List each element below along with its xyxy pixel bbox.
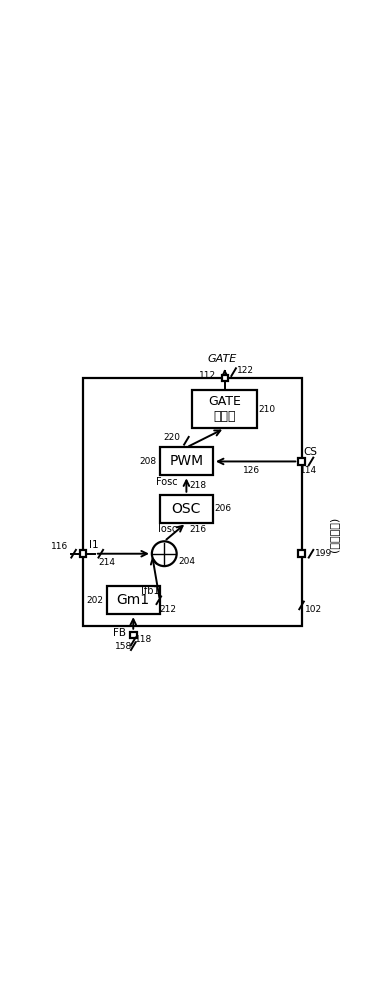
Bar <box>221 375 228 381</box>
Bar <box>160 447 213 475</box>
Text: 122: 122 <box>237 366 254 375</box>
Text: PWM: PWM <box>169 454 203 468</box>
Text: 204: 204 <box>178 557 195 566</box>
Text: Gm1: Gm1 <box>117 593 150 607</box>
Text: GATE: GATE <box>207 354 237 364</box>
Bar <box>130 632 136 638</box>
Text: 118: 118 <box>135 635 152 644</box>
Text: 158: 158 <box>115 642 132 651</box>
Text: 220: 220 <box>163 433 181 442</box>
Bar <box>298 458 305 465</box>
Text: Ifb1: Ifb1 <box>141 586 159 596</box>
Text: 114: 114 <box>300 466 317 475</box>
Text: FB: FB <box>113 628 126 638</box>
Text: 212: 212 <box>159 605 176 614</box>
Bar <box>298 550 305 557</box>
Text: 216: 216 <box>189 525 207 534</box>
Circle shape <box>152 541 177 566</box>
Text: 102: 102 <box>304 605 322 614</box>
Text: I1: I1 <box>88 540 98 550</box>
Text: CS: CS <box>303 447 317 457</box>
Text: 116: 116 <box>51 542 68 551</box>
Text: 126: 126 <box>243 466 260 475</box>
Text: 208: 208 <box>140 457 157 466</box>
Bar <box>80 550 86 557</box>
Text: 218: 218 <box>189 481 207 490</box>
Text: Iosc: Iosc <box>158 524 178 534</box>
Text: 206: 206 <box>215 504 232 513</box>
Text: OSC: OSC <box>172 502 201 516</box>
Bar <box>160 495 213 523</box>
Text: 112: 112 <box>199 371 216 380</box>
Text: Fosc: Fosc <box>156 477 178 487</box>
Text: (现有技术): (现有技术) <box>329 517 339 552</box>
Text: GATE
驱动器: GATE 驱动器 <box>208 395 241 423</box>
Bar <box>83 378 302 626</box>
Bar <box>192 390 257 428</box>
Text: 214: 214 <box>98 558 115 567</box>
Bar <box>107 586 160 614</box>
Text: 202: 202 <box>87 596 104 605</box>
Text: 210: 210 <box>259 405 276 414</box>
Text: 199: 199 <box>315 549 332 558</box>
